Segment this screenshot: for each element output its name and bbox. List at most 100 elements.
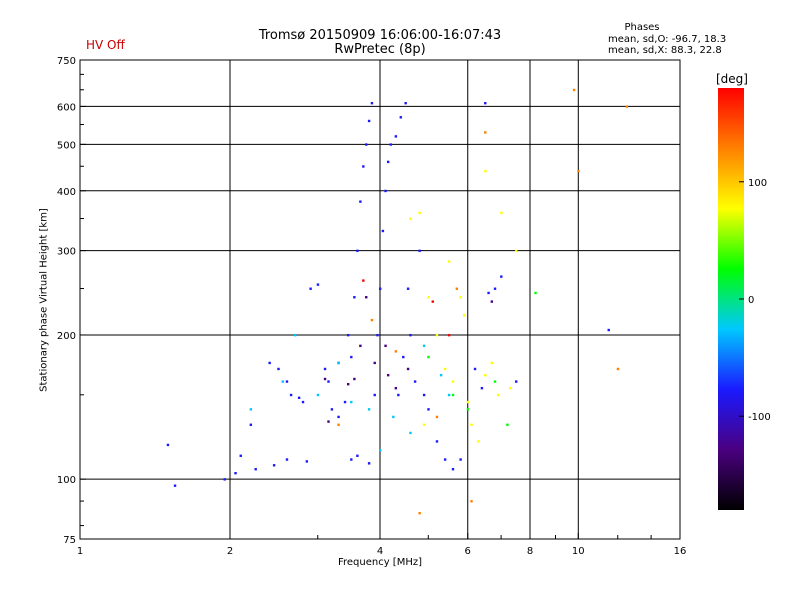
data-point [451, 393, 455, 397]
data-point [362, 279, 365, 282]
data-point [373, 393, 376, 397]
data-point [337, 361, 340, 365]
data-point [397, 393, 400, 397]
data-point [443, 458, 447, 461]
data-point [406, 367, 410, 371]
data-point [316, 283, 320, 286]
data-point [500, 275, 503, 278]
data-point [470, 500, 473, 503]
data-point [451, 380, 455, 383]
data-point [346, 382, 350, 386]
data-point [418, 249, 421, 253]
data-point [409, 333, 412, 337]
data-point [386, 373, 390, 377]
x-tick-label: 4 [377, 546, 383, 557]
data-point [309, 287, 312, 290]
data-point [418, 211, 421, 215]
data-point [625, 105, 628, 108]
data-point [381, 229, 385, 233]
x-tick-label: 1 [77, 546, 83, 557]
data-point [484, 131, 487, 134]
data-point [427, 296, 430, 299]
x-tick-label: 8 [527, 546, 533, 557]
data-point [370, 101, 374, 105]
data-point [506, 423, 509, 426]
y-tick-label: 750 [57, 56, 76, 67]
data-point [359, 344, 362, 348]
colorbar-unit: [deg] [716, 72, 748, 86]
data-point [356, 454, 359, 457]
y-tick-label: 100 [57, 475, 76, 486]
data-point [500, 211, 503, 215]
x-tick-label: 16 [674, 546, 687, 557]
data-point [330, 408, 334, 411]
data-point [515, 380, 518, 383]
colorbar-tick-label: -100 [748, 412, 771, 423]
data-point [493, 287, 497, 290]
grid-lines [80, 60, 680, 539]
colorbar-tick-label: 100 [748, 178, 767, 189]
data-point [477, 440, 480, 443]
data-point [466, 400, 470, 404]
data-point [239, 454, 242, 457]
data-point [277, 367, 280, 371]
chart-title-line1: Tromsø 20150909 16:06:00-16:07:43 [258, 28, 502, 43]
data-point [435, 333, 439, 337]
data-point [343, 400, 347, 404]
data-point [337, 423, 340, 426]
data-point [384, 189, 387, 193]
phases-title: Phases [624, 22, 660, 33]
data-point [470, 423, 473, 426]
data-point [350, 458, 353, 461]
data-point [268, 361, 271, 365]
data-point [490, 361, 494, 365]
data-point [389, 143, 392, 146]
data-point [572, 88, 576, 92]
data-point [484, 169, 487, 173]
data-point [337, 415, 340, 419]
data-point [515, 249, 518, 253]
data-point [394, 386, 398, 390]
data-point [370, 318, 374, 322]
data-point [365, 143, 368, 146]
data-point [285, 380, 289, 383]
data-point [323, 377, 327, 381]
data-point [346, 333, 350, 337]
data-point [367, 408, 371, 411]
data-point [297, 396, 301, 399]
data-point [418, 511, 421, 515]
data-point [254, 468, 257, 471]
data-point [406, 287, 410, 290]
colorbar-tick-label: 0 [748, 295, 754, 306]
data-point [365, 296, 368, 299]
data-point [394, 350, 398, 353]
data-point [443, 367, 447, 371]
data-point [409, 431, 412, 435]
data-point [435, 440, 439, 443]
x-tick-label: 6 [465, 546, 471, 557]
data-point [451, 468, 455, 471]
data-point [466, 408, 470, 411]
data-point [422, 393, 426, 397]
data-point [459, 458, 462, 461]
data-point [427, 355, 430, 359]
data-point [439, 373, 443, 377]
y-axis-ticks: 75 100 200 300 400 500 600 750 [57, 56, 86, 546]
data-point [473, 367, 477, 371]
data-point [463, 314, 466, 317]
data-point [577, 169, 580, 173]
chart-title-line2: RwPretec (8p) [334, 42, 426, 57]
data-point [493, 380, 497, 383]
data-point [234, 472, 237, 475]
phases-o-stats: mean, sd,O: -96.7, 18.3 [608, 34, 727, 45]
data-point [616, 367, 620, 371]
data-point [394, 135, 398, 138]
data-points [166, 88, 628, 515]
data-point [413, 380, 417, 383]
data-point [323, 367, 327, 371]
data-point [166, 443, 170, 447]
data-point [447, 393, 451, 397]
data-point [367, 119, 371, 123]
data-point [447, 333, 451, 337]
